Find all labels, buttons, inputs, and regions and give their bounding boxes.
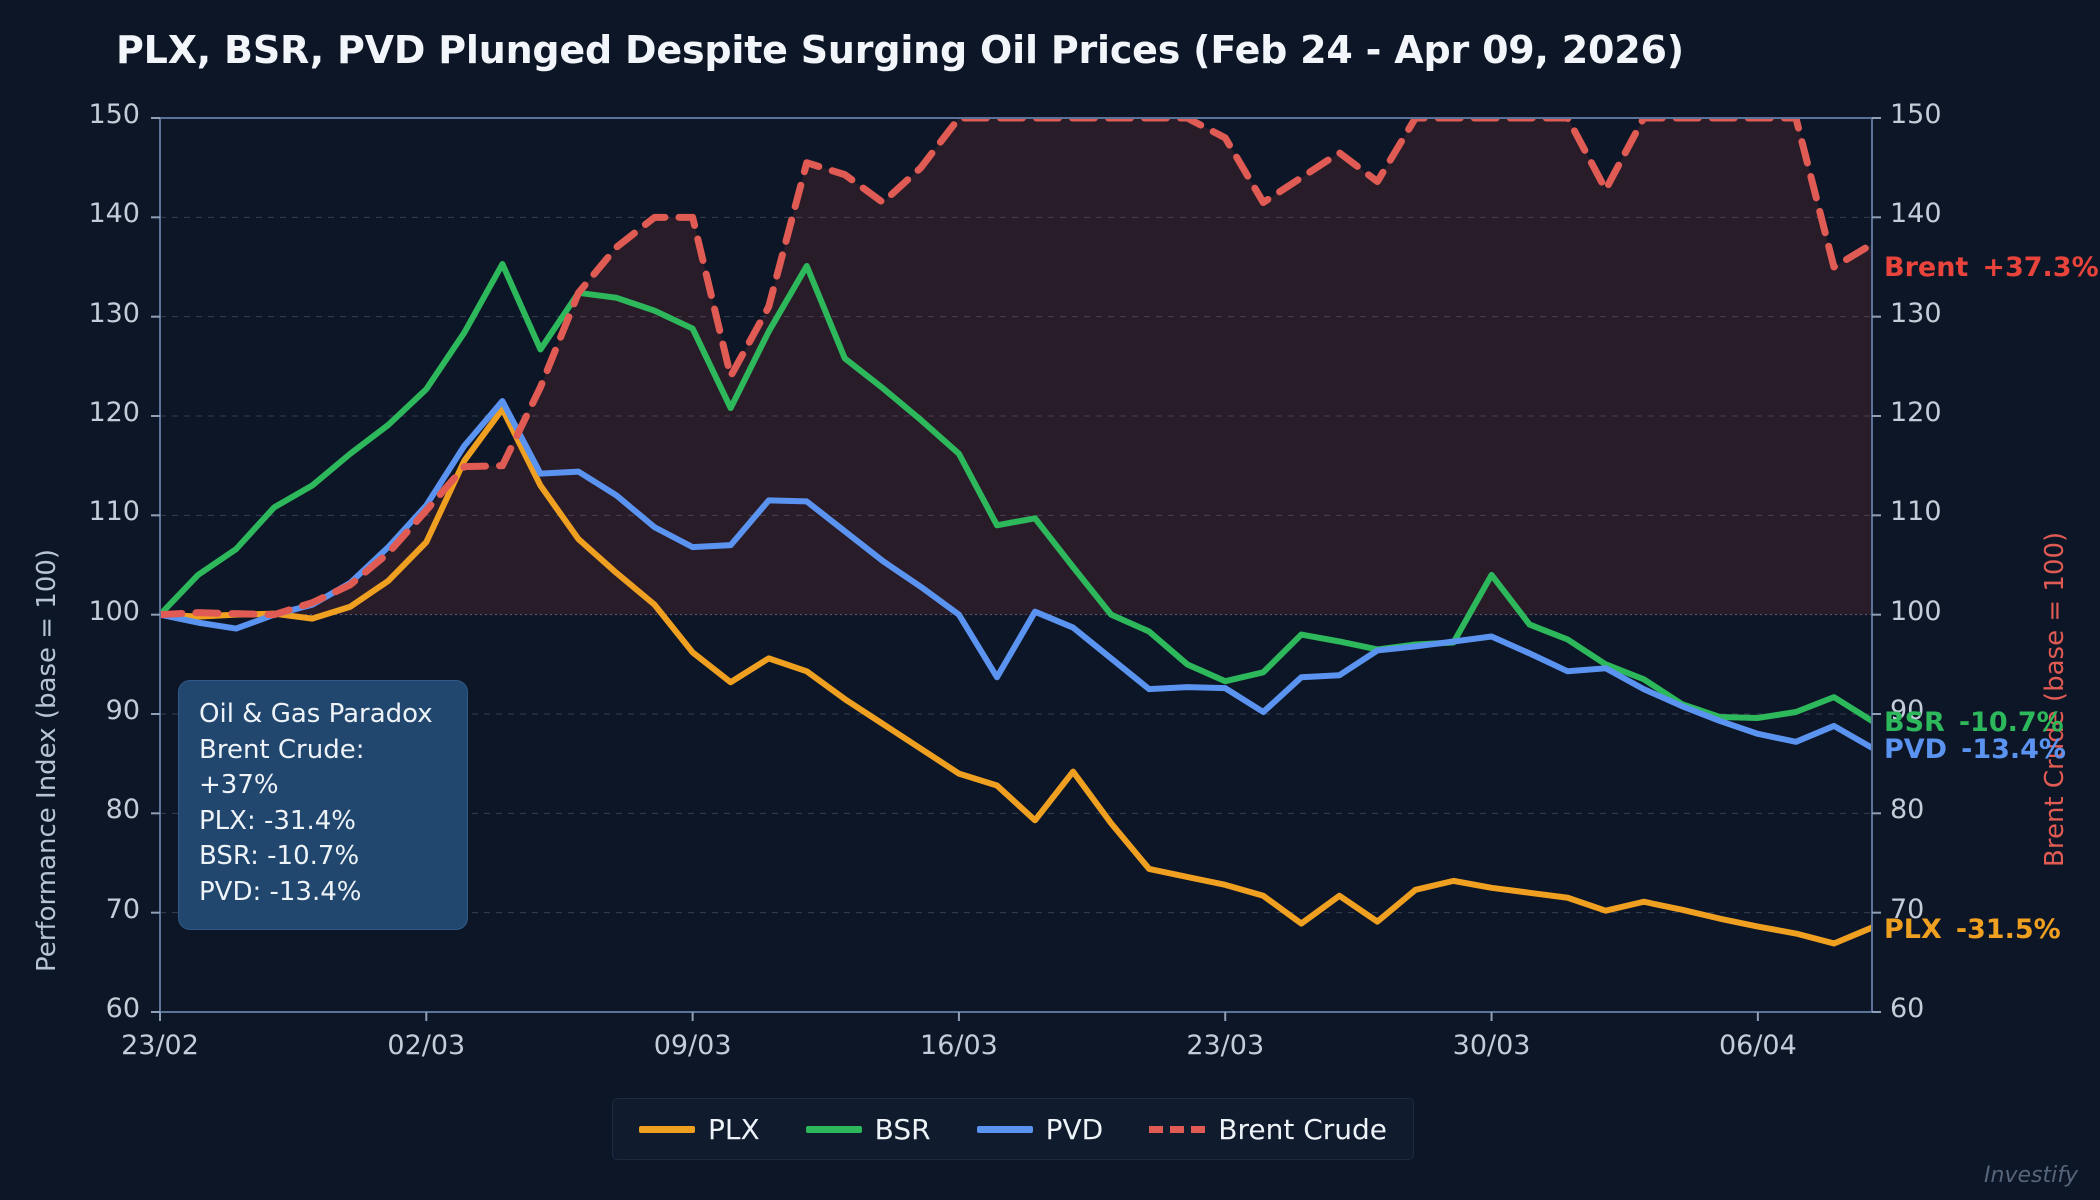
legend-label: Brent Crude (1218, 1112, 1387, 1146)
legend-label: PLX (708, 1112, 760, 1146)
annotation-plx: PLX: -31.4% (199, 805, 356, 836)
y-axis-tick-120: 120 (88, 397, 140, 428)
y-axis-tick-100: 100 (88, 595, 140, 627)
x-axis-tick-3: 16/03 (920, 1030, 998, 1061)
legend-item-bsr[interactable]: BSR (805, 1112, 931, 1146)
y2-axis-tick-60: 60 (1890, 993, 1925, 1024)
y-axis-tick-110: 110 (88, 496, 140, 528)
page-title: PLX, BSR, PVD Plunged Despite Surging Oi… (116, 28, 1684, 72)
x-axis-tick-5: 30/03 (1452, 1030, 1531, 1061)
y2-axis-tick-140: 140 (1890, 198, 1942, 230)
end-label-value: +37.3% (1982, 252, 2099, 284)
end-label-name: BSR (1884, 706, 1945, 738)
y2-axis-title: Brent Crude (base = 100) (2040, 531, 2070, 867)
x-axis-tick-6: 06/04 (1718, 1030, 1797, 1061)
y-axis-tick-140: 140 (88, 198, 140, 230)
end-label-plx: PLX -31.5% (1884, 914, 2061, 945)
y2-axis-tick-110: 110 (1890, 496, 1942, 528)
y-axis-tick-60: 60 (105, 993, 140, 1024)
y2-axis-tick-150: 150 (1890, 99, 1942, 130)
end-label-name: PLX (1884, 913, 1942, 945)
y2-axis-tick-70: 70 (1890, 893, 1925, 925)
y-axis-tick-90: 90 (105, 695, 140, 726)
y-axis-tick-70: 70 (105, 893, 140, 925)
x-axis-tick-2: 09/03 (653, 1030, 732, 1061)
legend-label: BSR (874, 1112, 931, 1146)
annotation-brent: Brent Crude: +37% (199, 734, 365, 801)
legend-label: PVD (1045, 1112, 1104, 1146)
x-axis-tick-4: 23/03 (1186, 1030, 1265, 1061)
annotation-callout: Oil & Gas Paradox Brent Crude: +37% PLX:… (178, 680, 468, 930)
legend-item-brent-crude[interactable]: Brent Crude (1149, 1113, 1387, 1146)
legend-item-pvd[interactable]: PVD (976, 1112, 1104, 1146)
x-axis-tick-1: 02/03 (387, 1030, 466, 1061)
end-label-value: -10.7% (1958, 706, 2064, 738)
end-label-bsr: BSR -10.7% (1884, 707, 2064, 738)
end-label-name: Brent (1884, 252, 1969, 284)
legend-item-plx[interactable]: PLX (639, 1113, 760, 1146)
y-axis-tick-80: 80 (105, 794, 140, 826)
chart-legend[interactable]: PLX BSR PVD Brent Crude (612, 1098, 1414, 1160)
end-label-value: -13.4% (1961, 733, 2066, 765)
y2-axis-tick-130: 130 (1890, 297, 1942, 329)
legend-swatch-brent-crude-icon (1149, 1125, 1206, 1133)
x-axis-tick-0: 23/02 (121, 1030, 199, 1061)
annotation-title: Oil & Gas Paradox (199, 699, 433, 729)
y2-axis-tick-100: 100 (1890, 595, 1942, 627)
annotation-pvd: PVD: -13.4% (199, 877, 362, 908)
y2-axis-tick-120: 120 (1890, 397, 1942, 428)
end-label-name: PVD (1884, 733, 1948, 765)
legend-swatch-plx-icon (639, 1125, 695, 1133)
legend-swatch-bsr-icon (805, 1125, 862, 1133)
end-label-brent: Brent +37.3% (1884, 252, 2099, 283)
y-axis-tick-150: 150 (88, 99, 140, 130)
y2-axis-tick-80: 80 (1890, 794, 1925, 826)
y2-axis-tick-90: 90 (1890, 695, 1925, 726)
end-label-value: -31.5% (1955, 913, 2061, 945)
y-axis-tick-130: 130 (88, 297, 140, 329)
end-label-pvd: PVD -13.4% (1884, 734, 2066, 765)
legend-swatch-pvd-icon (976, 1125, 1033, 1133)
watermark: Investify (1984, 1163, 2078, 1188)
y-axis-title: Performance Index (base = 100) (32, 548, 62, 972)
annotation-bsr: BSR: -10.7% (199, 841, 360, 872)
